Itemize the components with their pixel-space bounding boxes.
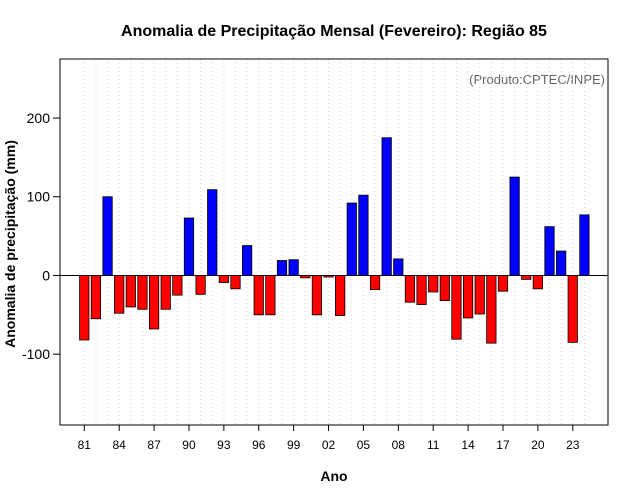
x-axis-label: Ano <box>320 468 347 484</box>
bar-1997 <box>265 275 276 316</box>
x-tick-label: 90 <box>182 438 196 452</box>
x-tick-label: 23 <box>566 438 580 452</box>
bar-1995 <box>242 245 253 276</box>
y-tick-label: 0 <box>42 267 50 283</box>
x-tick-label: 99 <box>287 438 301 452</box>
bar-2000 <box>300 275 311 279</box>
bar-1982 <box>90 275 102 320</box>
bar-1981 <box>79 275 90 341</box>
bar-2010 <box>416 275 427 305</box>
bar-2015 <box>474 275 485 315</box>
bar-2016 <box>486 275 497 344</box>
x-tick-label: 20 <box>531 438 545 452</box>
bar-2014 <box>462 275 474 319</box>
bar-2008 <box>393 258 404 276</box>
y-tick-label: 100 <box>27 189 51 205</box>
grid-lines <box>83 59 585 425</box>
bar-1999 <box>288 259 299 276</box>
y-tick-label: 200 <box>27 110 51 126</box>
bar-2019 <box>521 275 532 280</box>
bar-2002 <box>323 275 334 278</box>
x-tick-label: 05 <box>357 438 371 452</box>
bar-2012 <box>439 275 450 302</box>
bar-2007 <box>381 137 392 276</box>
bar-1989 <box>172 275 183 296</box>
bar-2011 <box>428 275 439 293</box>
bar-1993 <box>218 275 229 283</box>
bar-1996 <box>253 275 264 316</box>
bar-2004 <box>346 202 357 276</box>
bar-1998 <box>276 260 288 276</box>
bar-1986 <box>137 275 148 310</box>
bar-2023 <box>567 275 578 343</box>
bar-2024 <box>579 214 590 276</box>
bar-2001 <box>311 275 323 316</box>
bar-1994 <box>230 275 241 290</box>
chart-title: Anomalia de Precipitação Mensal (Feverei… <box>121 23 547 40</box>
bar-2017 <box>497 275 509 292</box>
bar-1988 <box>160 275 171 310</box>
x-tick-label: 87 <box>147 438 161 452</box>
bar-2018 <box>509 176 520 276</box>
bar-2005 <box>358 194 369 276</box>
x-tick-label: 93 <box>217 438 231 452</box>
x-tick-label: 11 <box>427 438 440 452</box>
bar-2021 <box>544 226 555 276</box>
bar-2009 <box>404 275 416 303</box>
x-tick-label: 02 <box>322 438 336 452</box>
x-tick-label: 96 <box>252 438 266 452</box>
bar-2020 <box>532 275 543 290</box>
bar-1990 <box>183 217 195 276</box>
bar-2013 <box>451 275 462 340</box>
plot-frame <box>59 58 609 426</box>
x-tick-label: 08 <box>392 438 406 452</box>
x-tick-label: 81 <box>78 438 92 452</box>
x-tick-label: 17 <box>496 438 510 452</box>
bar-1987 <box>148 275 160 330</box>
bar-1991 <box>195 275 206 295</box>
bar-2022 <box>556 250 567 276</box>
x-tick-label: 84 <box>113 438 127 452</box>
bar-1983 <box>102 196 113 276</box>
bar-2003 <box>335 275 346 316</box>
x-tick-label: 14 <box>461 438 475 452</box>
bar-1984 <box>114 275 125 314</box>
bars <box>60 137 608 344</box>
bar-1985 <box>125 275 136 308</box>
bar-2006 <box>369 275 381 291</box>
axes: -100 0 100 200 81 84 87 90 93 96 99 02 05 08 11 14 17 20 2… <box>22 110 580 452</box>
bar-1992 <box>207 189 218 276</box>
y-axis-label: Anomalia de precipitação (mm) <box>2 140 18 348</box>
y-tick-label: -100 <box>22 346 50 362</box>
